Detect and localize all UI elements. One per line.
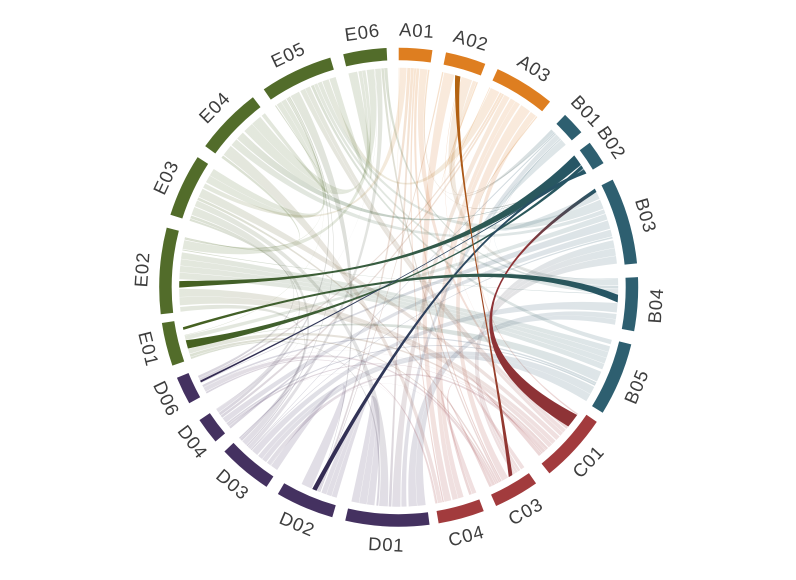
svg-text:A01: A01 — [399, 19, 436, 42]
svg-text:B04: B04 — [644, 287, 667, 324]
svg-text:E06: E06 — [343, 19, 381, 45]
svg-text:E02: E02 — [130, 251, 153, 288]
svg-text:D01: D01 — [368, 533, 405, 556]
